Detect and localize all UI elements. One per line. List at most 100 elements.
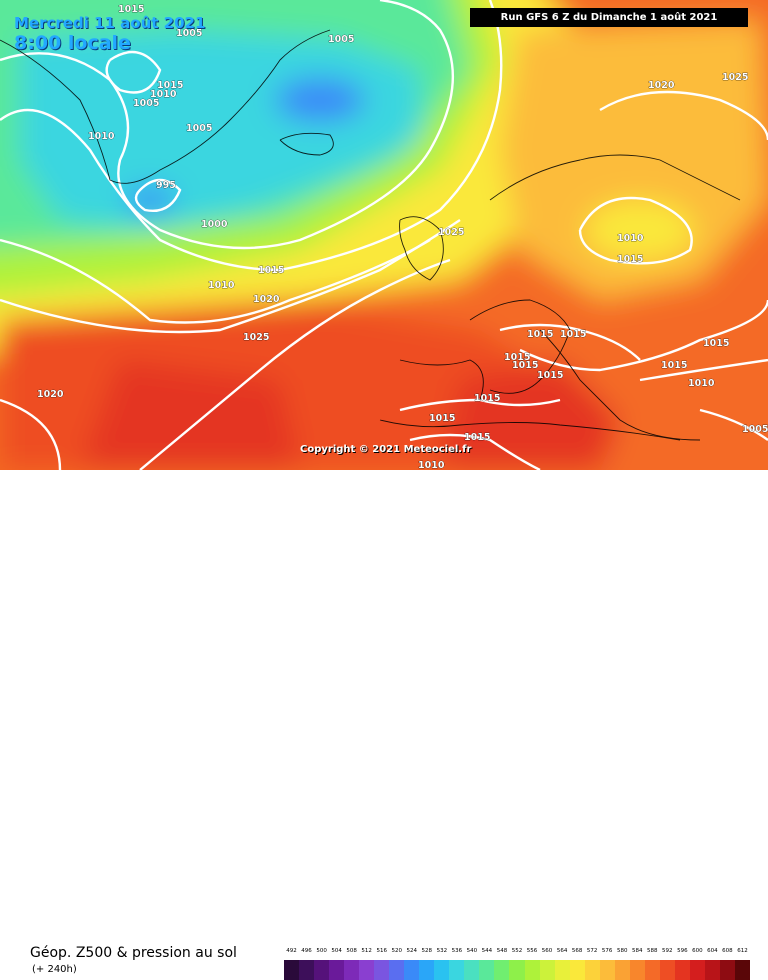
legend-value: 556 bbox=[526, 948, 538, 954]
weather-map: 1015 1005 1005 1015 1010 1005 1005 1010 … bbox=[0, 0, 768, 470]
isobars bbox=[0, 0, 768, 470]
legend-swatch bbox=[644, 960, 660, 980]
isobar-label: 1010 bbox=[150, 89, 177, 100]
legend-value: 584 bbox=[631, 948, 643, 954]
legend-swatch bbox=[554, 960, 570, 980]
isobar-label: 1025 bbox=[243, 332, 269, 343]
legend-value: 580 bbox=[616, 948, 628, 954]
isobar-label: 1015 bbox=[157, 80, 183, 91]
legend-value: 520 bbox=[391, 948, 402, 954]
isobar-label: 1005 bbox=[186, 123, 212, 134]
legend-value: 560 bbox=[541, 948, 553, 954]
isobar-label: 1015 bbox=[512, 360, 538, 371]
run-info: Run GFS 6 Z du Dimanche 1 août 2021 bbox=[470, 8, 748, 27]
isobar-label: 1015 bbox=[527, 329, 553, 340]
legend-value: 536 bbox=[451, 948, 463, 954]
legend-value: 576 bbox=[601, 948, 613, 954]
legend-swatch bbox=[614, 960, 630, 980]
legend-value: 504 bbox=[331, 948, 342, 954]
legend-swatch bbox=[434, 960, 450, 980]
isobar-label: 1010 bbox=[88, 131, 115, 142]
isobar-label: 1015 bbox=[617, 254, 643, 265]
legend-swatch bbox=[284, 960, 300, 980]
map-title: Géop. Z500 & pression au sol bbox=[30, 945, 237, 961]
legend-value: 604 bbox=[707, 948, 718, 954]
isobar-label: 1000 bbox=[201, 219, 228, 230]
isobar-label: 1015 bbox=[258, 265, 284, 276]
isobar-label: 1005 bbox=[742, 424, 768, 435]
forecast-lead-time: (+ 240h) bbox=[32, 964, 77, 975]
legend-swatch bbox=[494, 960, 510, 980]
legend-value: 548 bbox=[496, 948, 508, 954]
legend-swatch bbox=[419, 960, 435, 980]
legend-swatch bbox=[569, 960, 585, 980]
isobar-label: 1015 bbox=[661, 360, 687, 371]
legend-value: 540 bbox=[466, 948, 478, 954]
legend-swatch bbox=[374, 960, 390, 980]
isobar-label: 1020 bbox=[37, 389, 64, 400]
legend-swatch bbox=[464, 960, 480, 980]
legend-value: 500 bbox=[316, 948, 327, 954]
legend-swatch bbox=[629, 960, 645, 980]
legend-swatch bbox=[719, 960, 735, 980]
legend-value: 512 bbox=[361, 948, 372, 954]
isobar-label: 1025 bbox=[438, 227, 464, 238]
geopotential-field: 1015 1005 1005 1015 1010 1005 1005 1010 … bbox=[0, 0, 768, 470]
legend-labels: 492 496 500 504 508 512 516 520 524 528 532 536 540 5… bbox=[284, 948, 750, 958]
legend-swatch bbox=[314, 960, 330, 980]
legend-swatch bbox=[734, 960, 750, 980]
legend-swatch bbox=[584, 960, 600, 980]
forecast-time: 8:00 locale bbox=[14, 32, 131, 54]
legend-value: 608 bbox=[722, 948, 733, 954]
legend-swatch bbox=[404, 960, 420, 980]
legend-value: 492 bbox=[286, 948, 297, 954]
color-fill bbox=[0, 0, 768, 470]
legend-value: 508 bbox=[346, 948, 357, 954]
legend-value: 568 bbox=[571, 948, 583, 954]
isobar-label: 1015 bbox=[474, 393, 500, 404]
legend-value: 532 bbox=[436, 948, 448, 954]
footer: Géop. Z500 & pression au sol (+ 240h) 49… bbox=[0, 470, 768, 980]
isobar-label: 1015 bbox=[464, 432, 490, 443]
legend-value: 516 bbox=[376, 948, 387, 954]
isobar-label: 995 bbox=[156, 180, 176, 191]
legend-swatch bbox=[389, 960, 405, 980]
legend-value: 600 bbox=[692, 948, 703, 954]
isobar-label: 1015 bbox=[118, 4, 144, 15]
coastlines bbox=[0, 29, 741, 441]
legend-value: 544 bbox=[481, 948, 493, 954]
legend-value: 596 bbox=[677, 948, 688, 954]
legend-value: 496 bbox=[301, 948, 312, 954]
isobar-label: 1020 bbox=[253, 294, 280, 305]
legend-swatch bbox=[539, 960, 555, 980]
legend-swatch bbox=[659, 960, 675, 980]
pressure-labels: 1015 1005 1005 1015 1010 1005 1005 1010 … bbox=[37, 4, 768, 470]
forecast-date: Mercredi 11 août 2021 bbox=[14, 14, 206, 32]
color-legend: 492 496 500 504 508 512 516 520 524 528 532 536 540 5… bbox=[284, 948, 750, 980]
legend-value: 572 bbox=[586, 948, 598, 954]
legend-value: 592 bbox=[662, 948, 673, 954]
isobar-label: 1010 bbox=[617, 233, 644, 244]
isobar-label: 1020 bbox=[648, 80, 675, 91]
legend-swatch bbox=[599, 960, 615, 980]
legend-swatch bbox=[674, 960, 690, 980]
legend-swatch bbox=[344, 960, 360, 980]
isobar-label: 1005 bbox=[176, 28, 202, 39]
isobar-label: 1015 bbox=[429, 413, 455, 424]
legend-value: 564 bbox=[556, 948, 568, 954]
legend-swatch bbox=[704, 960, 720, 980]
isobar-label: 1015 bbox=[560, 329, 586, 340]
legend-value: 524 bbox=[406, 948, 418, 954]
isobar-label: 1010 bbox=[688, 378, 715, 389]
isobar-label: 1005 bbox=[133, 98, 159, 109]
isobar-label: 1010 bbox=[208, 280, 235, 291]
legend-swatch bbox=[524, 960, 540, 980]
isobar-label: 1015 bbox=[537, 370, 563, 381]
isobar-label: 1005 bbox=[328, 34, 354, 45]
legend-swatch bbox=[329, 960, 345, 980]
legend-swatch bbox=[479, 960, 495, 980]
copyright-watermark: Copyright © 2021 Meteociel.fr bbox=[300, 444, 472, 455]
legend-value: 552 bbox=[511, 948, 523, 954]
isobar-label: 1010 bbox=[418, 460, 445, 470]
legend-swatch bbox=[299, 960, 315, 980]
